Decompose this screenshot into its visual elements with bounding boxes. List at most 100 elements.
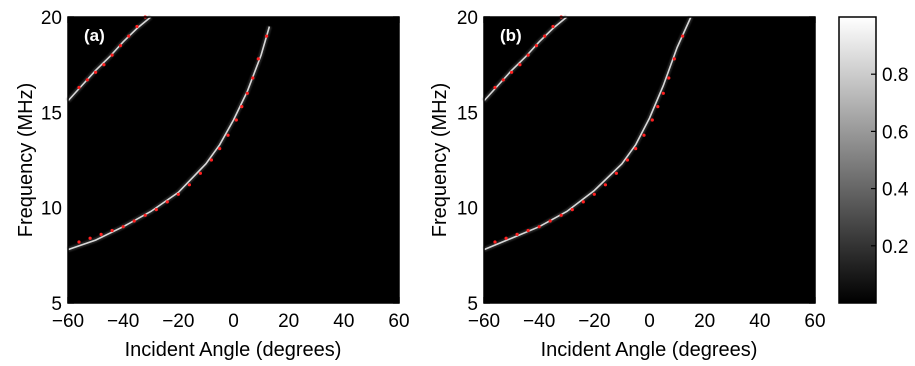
marker-point [625, 158, 630, 162]
marker-point [132, 219, 136, 223]
x-tick-label: 40 [333, 311, 354, 332]
marker-point [501, 78, 505, 82]
marker-point [510, 70, 514, 74]
marker-point [518, 63, 522, 67]
marker-point [187, 183, 191, 187]
marker-point [534, 44, 539, 48]
marker-point [245, 91, 249, 95]
x-tick-label: −40 [107, 311, 139, 332]
marker-point [661, 91, 665, 95]
marker-point [110, 228, 114, 233]
panel-b-curves [482, 15, 694, 252]
y-tick-label: 10 [41, 199, 62, 220]
marker-point [656, 105, 660, 109]
marker-point [256, 57, 260, 61]
marker-point [672, 57, 676, 61]
panel-b-label: (b) [500, 26, 522, 45]
marker-point [526, 228, 530, 233]
x-tick-label: 20 [694, 311, 715, 332]
x-tick-label: 20 [278, 311, 299, 332]
marker-point [102, 63, 106, 67]
marker-point [165, 200, 169, 204]
colorbar-tick-label: 0.8 [882, 65, 908, 86]
marker-point [77, 85, 81, 90]
marker-point [515, 232, 519, 236]
panel-b-ticks: −60 −40 −20 0 20 40 60 5 10 15 20 [457, 8, 826, 332]
colorbar: 0.2 0.4 0.6 0.8 [838, 16, 909, 304]
y-tick-label: 20 [457, 8, 478, 29]
panel-b-markers [493, 15, 685, 244]
marker-point [127, 34, 131, 38]
x-tick-label: 0 [228, 311, 239, 332]
marker-point [234, 118, 238, 122]
marker-point [681, 34, 685, 38]
marker-point [85, 78, 89, 82]
marker-point [154, 208, 158, 212]
panel-a-ylabel: Frequency (MHz) [15, 83, 37, 237]
marker-point [551, 24, 555, 29]
curve-1 [483, 16, 568, 102]
y-tick-label: 10 [457, 199, 478, 220]
marker-point [218, 147, 222, 151]
marker-point [110, 53, 114, 57]
colorbar-gradient [838, 16, 877, 304]
panel-a-markers [77, 15, 269, 244]
marker-point [265, 34, 269, 38]
marker-point [614, 171, 619, 175]
marker-point [650, 118, 654, 122]
x-tick-label: 60 [804, 311, 825, 332]
panel-a-ticks: −60 −40 −20 0 20 40 60 5 10 15 20 [41, 8, 410, 332]
marker-point [118, 44, 122, 48]
x-tick-label: −40 [523, 311, 555, 332]
marker-point [642, 133, 646, 137]
colorbar-ticks: 0.2 0.4 0.6 0.8 [871, 65, 909, 258]
marker-point [543, 34, 547, 38]
marker-point [603, 183, 608, 187]
marker-point [77, 240, 81, 244]
marker-point [121, 225, 125, 229]
x-tick-label: −20 [162, 311, 194, 332]
panel-a-xlabel: Incident Angle (degrees) [125, 339, 342, 361]
y-tick-label: 15 [457, 103, 478, 124]
marker-point [570, 208, 574, 212]
marker-point [592, 192, 596, 196]
marker-point [548, 219, 552, 223]
marker-point [88, 236, 92, 240]
panel-a-label: (a) [84, 26, 105, 45]
curve-2 [483, 16, 692, 251]
colorbar-tick-label: 0.4 [882, 180, 909, 201]
marker-point [634, 147, 638, 151]
marker-point [526, 53, 530, 57]
marker-point [504, 236, 508, 240]
marker-point [143, 213, 147, 217]
panel-b-ylabel: Frequency (MHz) [429, 83, 451, 237]
marker-point [198, 171, 202, 175]
marker-point [94, 70, 98, 74]
x-tick-label: 60 [388, 311, 409, 332]
y-tick-label: 5 [51, 294, 62, 315]
marker-point [559, 213, 563, 217]
panel-b-xlabel: Incident Angle (degrees) [541, 339, 758, 361]
marker-point [135, 24, 139, 29]
marker-point [493, 240, 497, 244]
marker-point [226, 133, 230, 137]
panel-a-plot-area [68, 17, 399, 303]
marker-point [240, 105, 244, 109]
curve-1 [67, 16, 152, 102]
x-tick-label: 0 [644, 311, 655, 332]
y-tick-label: 20 [41, 8, 62, 29]
x-tick-label: −20 [578, 311, 610, 332]
colorbar-tick-label: 0.6 [882, 122, 908, 143]
panel-b: −60 −40 −20 0 20 40 60 5 10 15 20 (b) Incident Ang… [429, 8, 826, 361]
marker-point [667, 76, 671, 80]
marker-point [493, 85, 497, 90]
marker-point [99, 232, 103, 236]
marker-point [537, 225, 541, 229]
marker-point [209, 158, 213, 162]
panel-a: −60 −40 −20 0 20 40 60 5 10 15 20 (a) Incident Ang… [15, 8, 410, 361]
marker-point [581, 200, 585, 204]
x-tick-label: 40 [749, 311, 770, 332]
colorbar-tick-label: 0.2 [882, 237, 908, 258]
marker-point [251, 76, 255, 80]
marker-point [176, 192, 180, 196]
